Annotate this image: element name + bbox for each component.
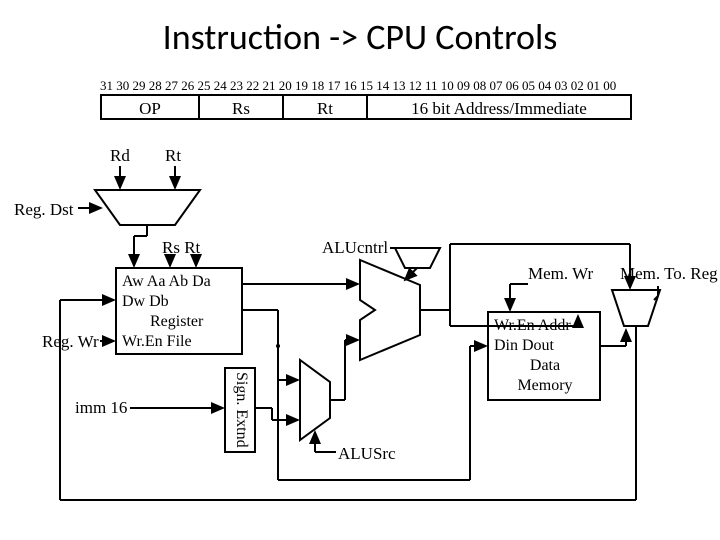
mem-line2: Din Dout (490, 336, 600, 356)
mux-in-rt: Rt (165, 146, 181, 166)
field-imm: 16 bit Address/Immediate (368, 94, 632, 120)
memwr-label: Mem. Wr (528, 264, 593, 284)
mem-line4: Memory (490, 376, 600, 396)
bit-numbers: 31 30 29 28 27 26 25 24 23 22 21 20 19 1… (100, 78, 616, 94)
mem-line1: Wr.En Addr (490, 316, 600, 336)
alucntrl-label: ALUcntrl (322, 238, 388, 258)
field-rt: Rt (284, 94, 368, 120)
regwr-label: Reg. Wr (42, 332, 99, 352)
register-file-text: Aw Aa Ab Da Dw Db Register Wr.En File (122, 272, 211, 352)
alusrc-label: ALUSrc (338, 444, 396, 464)
mux-in-rd: Rd (110, 146, 130, 166)
regfile-line1: Aw Aa Ab Da (122, 272, 211, 292)
rs-rt-label: Rs Rt (162, 238, 200, 258)
sign-extnd-label: Sign. Extnd (232, 372, 250, 448)
mem-line3: Data (490, 356, 600, 376)
regfile-line4: Wr.En File (122, 332, 211, 352)
imm16-label: imm 16 (75, 398, 127, 418)
regfile-line2: Dw Db (122, 292, 211, 312)
field-op: OP (100, 94, 200, 120)
page-title: Instruction -> CPU Controls (0, 15, 720, 59)
field-rs: Rs (200, 94, 284, 120)
memtoreg-label: Mem. To. Reg (620, 264, 718, 284)
data-memory-text: Wr.En Addr Din Dout Data Memory (490, 316, 600, 396)
regdst-label: Reg. Dst (14, 200, 74, 220)
regfile-line3: Register (122, 312, 211, 332)
